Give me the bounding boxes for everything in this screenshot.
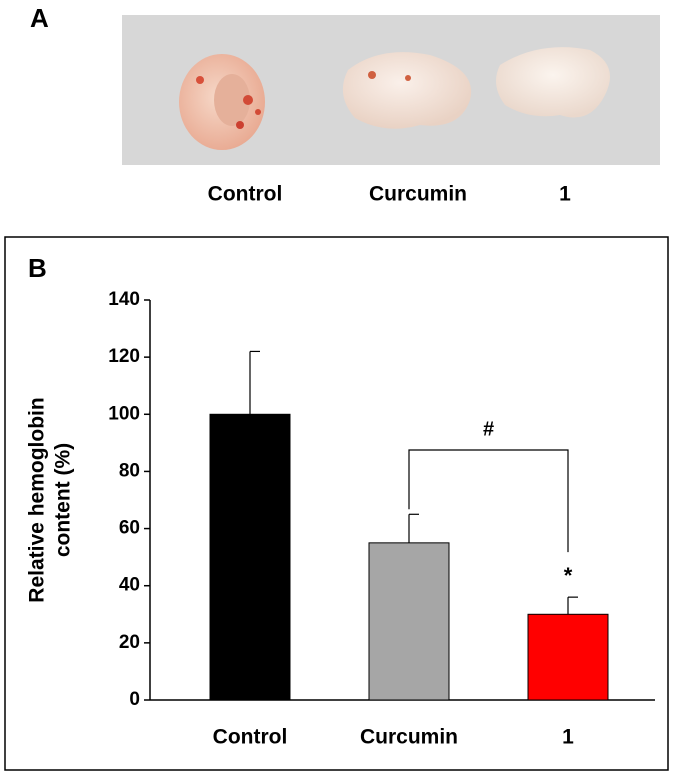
bar: [368, 542, 450, 701]
annotation: *: [564, 563, 573, 588]
photo-tissues: [179, 47, 610, 150]
y-tick-label: 140: [108, 289, 140, 310]
annotation: #: [483, 418, 494, 440]
photo-label: Curcumin: [369, 183, 467, 206]
significance-bracket: [408, 449, 569, 553]
panel-frame: [4, 236, 669, 771]
panel-label: B: [28, 253, 47, 283]
y-tick-label: 20: [119, 632, 140, 653]
y-tick-label: 0: [129, 689, 140, 710]
x-tick-label: 1: [562, 726, 574, 749]
photo-label: Control: [208, 183, 283, 206]
photo-label: 1: [559, 183, 571, 206]
x-tick-label: Curcumin: [360, 726, 458, 749]
bar: [209, 413, 291, 701]
y-axis-label: Relative hemoglobin: [26, 397, 49, 602]
bar: [527, 613, 609, 701]
y-tick-label: 60: [119, 518, 140, 539]
y-tick-label: 40: [119, 575, 140, 596]
panel-label: A: [30, 3, 49, 33]
y-tick-label: 80: [119, 460, 140, 481]
y-axis-label: content (%): [52, 443, 75, 557]
y-tick-label: 100: [108, 403, 140, 424]
x-tick-label: Control: [213, 726, 288, 749]
y-tick-label: 120: [108, 346, 140, 367]
